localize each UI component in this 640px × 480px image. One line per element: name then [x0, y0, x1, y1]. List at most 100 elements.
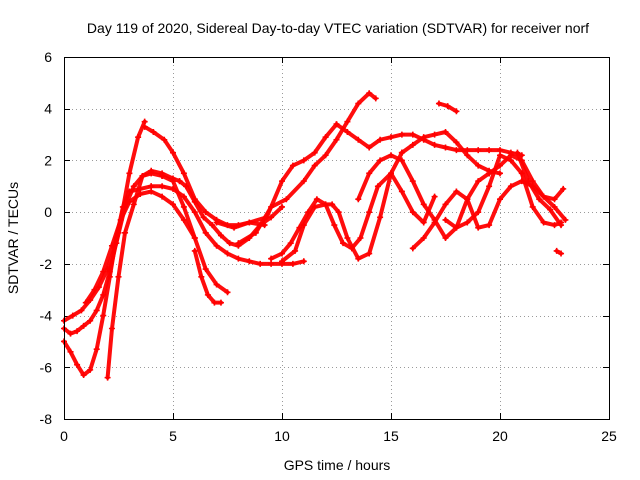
- data-point: [313, 196, 320, 203]
- data-point: [442, 201, 449, 208]
- data-point: [547, 206, 554, 213]
- data-series: [61, 90, 569, 381]
- x-tick-label: 5: [169, 428, 177, 444]
- data-point: [475, 162, 482, 169]
- data-point: [100, 312, 107, 319]
- data-point: [82, 299, 89, 306]
- data-point: [420, 235, 427, 241]
- data-point: [335, 209, 342, 216]
- data-point: [235, 255, 242, 262]
- data-point: [104, 374, 111, 381]
- data-point: [453, 139, 460, 146]
- data-point: [224, 289, 231, 296]
- data-point: [344, 235, 351, 241]
- data-point: [497, 170, 503, 177]
- data-point: [431, 141, 438, 148]
- data-point: [191, 235, 198, 241]
- data-point: [115, 273, 122, 280]
- x-tick-label: 25: [601, 428, 617, 444]
- data-point: [333, 136, 340, 143]
- data-point: [388, 152, 394, 159]
- data-point: [486, 170, 493, 177]
- data-point: [279, 250, 285, 257]
- data-point: [431, 219, 438, 226]
- data-point: [268, 260, 275, 267]
- data-point: [507, 152, 514, 159]
- data-point: [333, 121, 340, 128]
- data-point: [442, 144, 449, 151]
- data-point: [464, 196, 471, 203]
- data-point: [540, 219, 547, 226]
- data-point: [311, 149, 318, 156]
- data-point: [311, 162, 318, 169]
- data-point: [553, 247, 560, 254]
- series-line: [487, 153, 568, 222]
- data-point: [507, 183, 514, 190]
- data-point: [108, 242, 115, 249]
- data-point: [540, 193, 547, 200]
- data-point: [560, 185, 567, 192]
- data-point: [122, 229, 129, 236]
- data-point: [300, 258, 307, 265]
- data-point: [67, 330, 74, 337]
- series-arc-24: [553, 247, 565, 257]
- data-point: [159, 183, 166, 190]
- data-point: [442, 216, 449, 223]
- data-point: [377, 157, 384, 164]
- data-point: [198, 273, 205, 280]
- data-point: [300, 157, 307, 164]
- data-point: [69, 312, 76, 319]
- data-point: [213, 242, 220, 249]
- series-arc-15: [398, 128, 503, 177]
- data-point: [444, 103, 451, 110]
- data-point: [431, 131, 438, 138]
- data-point: [200, 214, 207, 221]
- data-point: [100, 268, 107, 275]
- data-point: [217, 299, 224, 306]
- data-point: [148, 183, 155, 190]
- data-point: [108, 325, 115, 332]
- data-point: [130, 201, 137, 208]
- x-tick-label: 15: [383, 428, 399, 444]
- data-point: [398, 149, 405, 156]
- data-point: [252, 229, 259, 236]
- y-tick-label: -8: [40, 411, 53, 427]
- data-point: [409, 209, 416, 216]
- series-arc-17: [388, 170, 438, 226]
- series-arc-22: [435, 100, 460, 115]
- data-point: [150, 128, 157, 135]
- series-arc-21: [442, 152, 565, 231]
- data-point: [74, 361, 81, 368]
- plot-frame: [64, 57, 610, 420]
- data-point: [355, 100, 362, 107]
- data-point: [180, 193, 187, 200]
- data-point: [372, 95, 379, 102]
- data-point: [525, 178, 532, 185]
- data-point: [263, 214, 270, 221]
- data-point: [235, 240, 242, 247]
- data-point: [409, 178, 416, 185]
- data-point: [322, 201, 329, 208]
- data-point: [93, 346, 100, 353]
- data-point: [388, 134, 394, 141]
- chart-title: Day 119 of 2020, Sidereal Day-to-day VTE…: [87, 20, 589, 36]
- data-point: [366, 90, 373, 97]
- x-tick-label: 10: [274, 428, 290, 444]
- data-point: [74, 328, 81, 335]
- y-tick-label: 2: [44, 152, 52, 168]
- data-point: [287, 240, 294, 247]
- data-point: [464, 219, 471, 226]
- y-tick-label: -2: [40, 256, 53, 272]
- data-point: [398, 131, 405, 138]
- data-point: [176, 178, 183, 185]
- data-point: [355, 255, 362, 262]
- x-axis-label: GPS time / hours: [284, 457, 391, 473]
- data-point: [305, 209, 312, 216]
- data-point: [388, 170, 394, 177]
- data-point: [431, 193, 438, 200]
- data-point: [486, 222, 493, 229]
- data-point: [551, 196, 558, 203]
- data-point: [224, 250, 231, 257]
- series-line: [399, 130, 502, 176]
